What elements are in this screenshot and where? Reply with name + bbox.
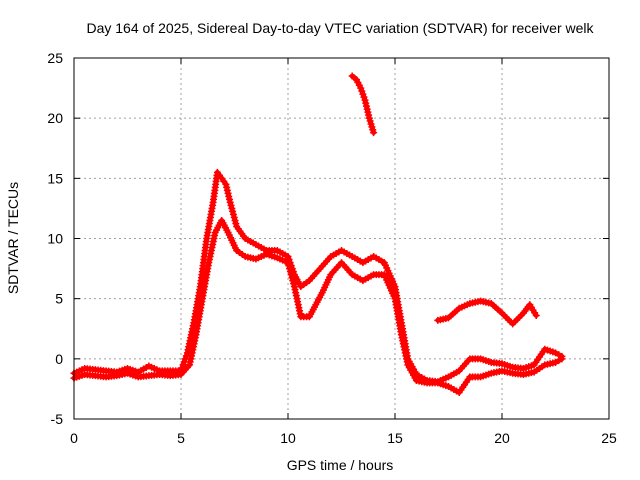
y-tick-label: 0	[55, 351, 63, 367]
x-tick-label: 15	[387, 430, 403, 446]
x-tick-label: 0	[70, 430, 78, 446]
y-axis-label: SDTVAR / TECUs	[5, 182, 21, 294]
data-point	[370, 129, 378, 137]
series-segment-high	[348, 72, 378, 137]
x-tick-label: 25	[601, 430, 617, 446]
grid-layer	[74, 58, 609, 419]
x-tick-label: 10	[280, 430, 296, 446]
data-point	[558, 355, 566, 363]
axis-layer: 0 5 10 15 20 25 -5 0 5 10 15 20 25	[47, 50, 617, 446]
x-axis-label: GPS time / hours	[287, 457, 394, 473]
data-point	[532, 312, 540, 320]
y-tick-label: 20	[47, 110, 63, 126]
x-tick-label: 20	[494, 430, 510, 446]
x-tick-label: 5	[177, 430, 185, 446]
y-tick-label: -5	[51, 411, 64, 427]
series-segment-evening	[434, 297, 540, 328]
y-tick-label: 10	[47, 231, 63, 247]
y-tick-label: 5	[55, 291, 63, 307]
y-tick-label: 25	[47, 50, 63, 66]
data-layer	[70, 72, 566, 397]
series-main-trace-lower	[70, 216, 566, 397]
chart-title: Day 164 of 2025, Sidereal Day-to-day VTE…	[86, 20, 594, 36]
y-tick-label: 15	[47, 170, 63, 186]
